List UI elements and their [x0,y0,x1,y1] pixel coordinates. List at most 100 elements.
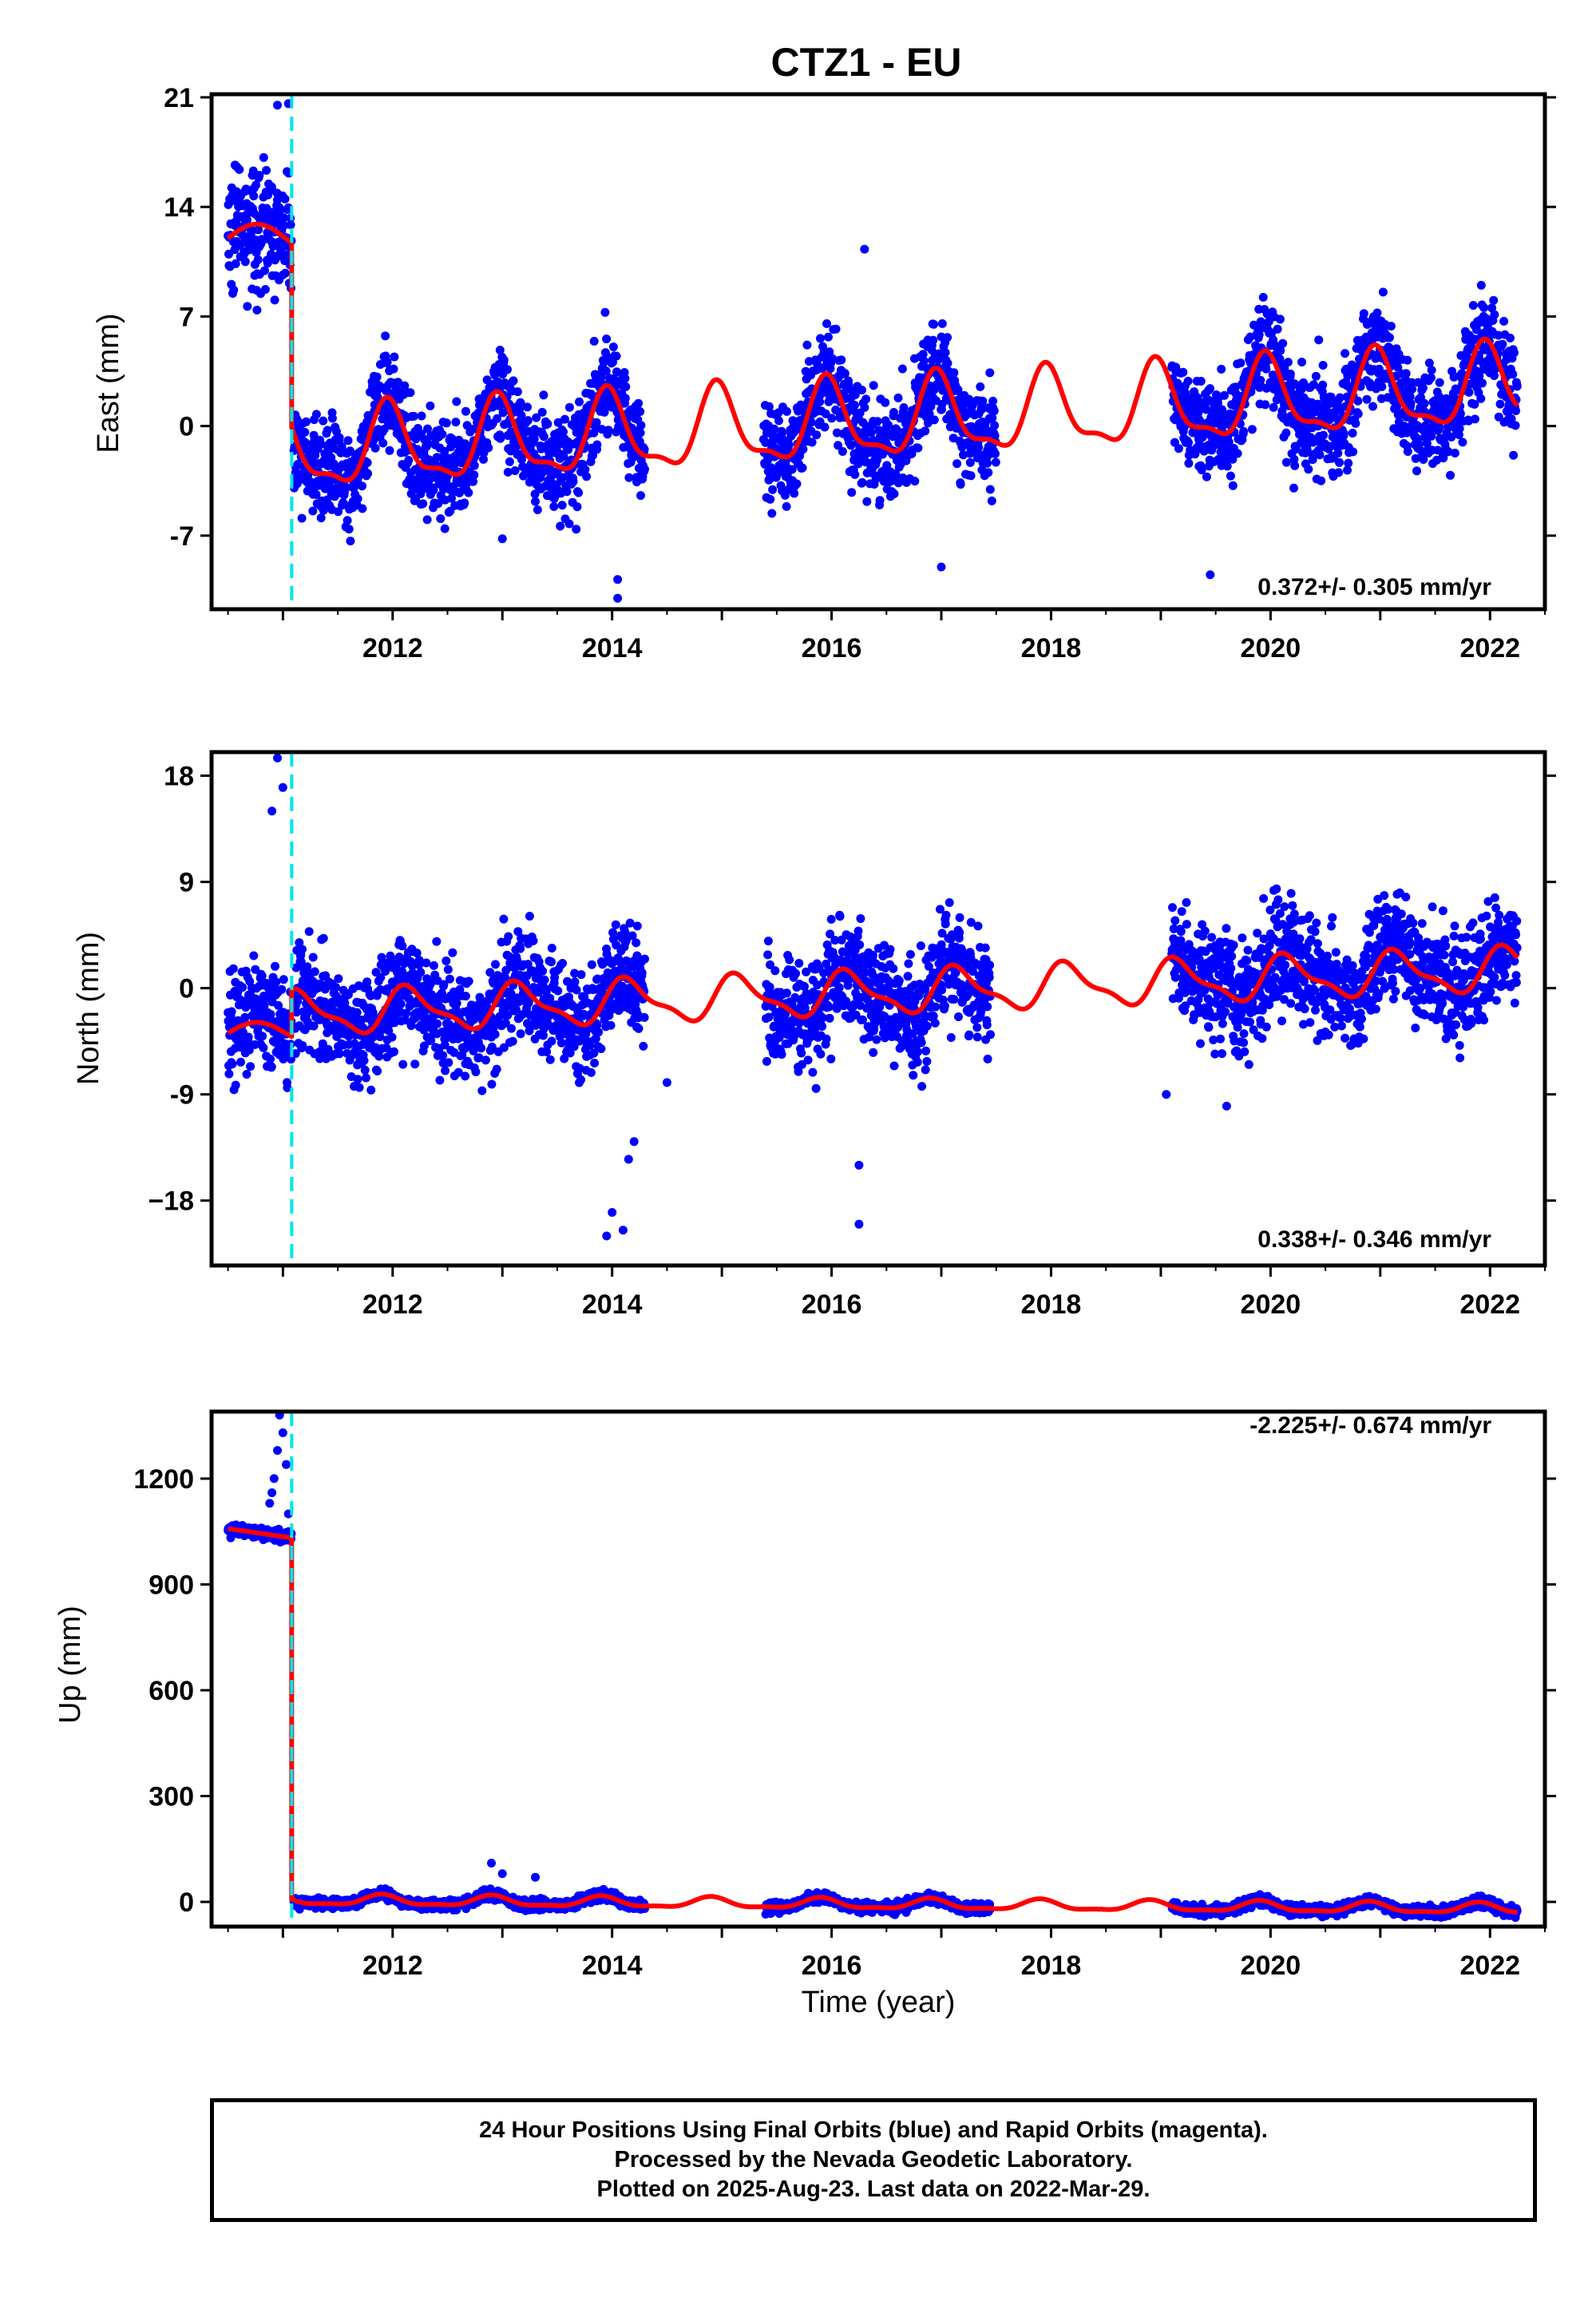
data-point [484,443,493,453]
data-point [469,461,479,470]
data-point [410,1059,420,1069]
data-point [344,525,354,534]
data-point [600,307,610,317]
data-point [869,1048,878,1057]
data-point [1184,438,1193,447]
data-point [990,421,1000,430]
data-point [976,382,985,391]
data-point [869,381,878,390]
data-point [589,336,599,346]
data-point [243,302,252,311]
data-point [768,485,778,494]
data-point [1384,333,1394,343]
data-point [387,1032,397,1042]
data-point [916,941,925,951]
data-point [552,467,562,477]
data-point [1368,402,1377,411]
data-point [1508,370,1518,379]
data-point [1206,384,1215,394]
data-point [918,350,928,359]
data-point [586,1067,596,1077]
data-point [576,970,586,980]
data-point [240,257,250,267]
data-point [640,465,649,474]
data-point [335,1049,344,1059]
data-point [516,944,525,953]
data-point [1217,364,1226,374]
data-point [834,441,843,450]
data-point [1283,358,1293,367]
data-point [921,1065,930,1075]
data-point [441,1066,450,1075]
data-point [464,488,473,497]
data-point [416,968,426,977]
data-point [508,1036,517,1046]
data-point [574,488,584,497]
data-point [481,1056,490,1065]
data-point [529,936,538,945]
data-point [496,434,505,443]
data-point [1412,466,1421,476]
data-point [827,414,837,423]
data-point [937,319,947,328]
data-point [404,456,414,465]
data-point [1353,409,1363,418]
x-tick-label: 2012 [362,633,423,663]
data-point [362,458,372,467]
data-point [1490,310,1499,319]
data-point [637,968,647,977]
data-point [228,964,238,973]
data-point [798,445,808,454]
data-point [634,1024,644,1033]
data-point [991,449,1000,458]
data-point [370,443,380,453]
data-point [224,249,233,259]
data-point [1401,369,1411,378]
data-point [978,396,988,406]
data-point [1427,431,1436,441]
data-point [543,419,552,429]
data-point [1281,428,1291,438]
data-point [937,562,946,572]
data-point [931,1002,941,1012]
data-point [1233,449,1242,458]
data-point [889,408,898,417]
data-point [1420,398,1429,408]
data-point [254,225,263,235]
data-point [540,975,549,984]
data-point [785,955,794,964]
data-point [872,1035,881,1044]
data-point [440,524,449,533]
data-point [850,469,860,479]
east-rate-label: 0.372+/- 0.305 mm/yr [1257,574,1491,600]
data-point [1289,483,1298,493]
data-point [362,1073,370,1083]
data-point [224,1069,234,1079]
data-point [602,352,612,362]
data-point [590,1059,600,1067]
data-point [580,465,590,474]
data-point [1403,355,1412,365]
data-point [941,910,951,920]
data-point [359,1056,369,1065]
data-point [794,959,804,968]
data-point [913,1047,923,1056]
data-point [1446,470,1455,480]
data-point [1178,367,1188,377]
data-point [806,418,816,427]
data-point [929,415,939,425]
data-point [231,1080,240,1090]
data-point [553,418,563,427]
data-point [611,920,620,929]
y-tick-label: 0 [179,412,194,442]
data-point [608,343,618,351]
data-point [559,451,568,461]
data-point [965,457,975,467]
data-point [1318,361,1328,370]
data-point [940,1001,949,1011]
data-point [492,1064,501,1074]
data-point [334,507,343,517]
data-point [811,1083,821,1093]
data-point [260,285,270,294]
data-point [1261,400,1270,410]
